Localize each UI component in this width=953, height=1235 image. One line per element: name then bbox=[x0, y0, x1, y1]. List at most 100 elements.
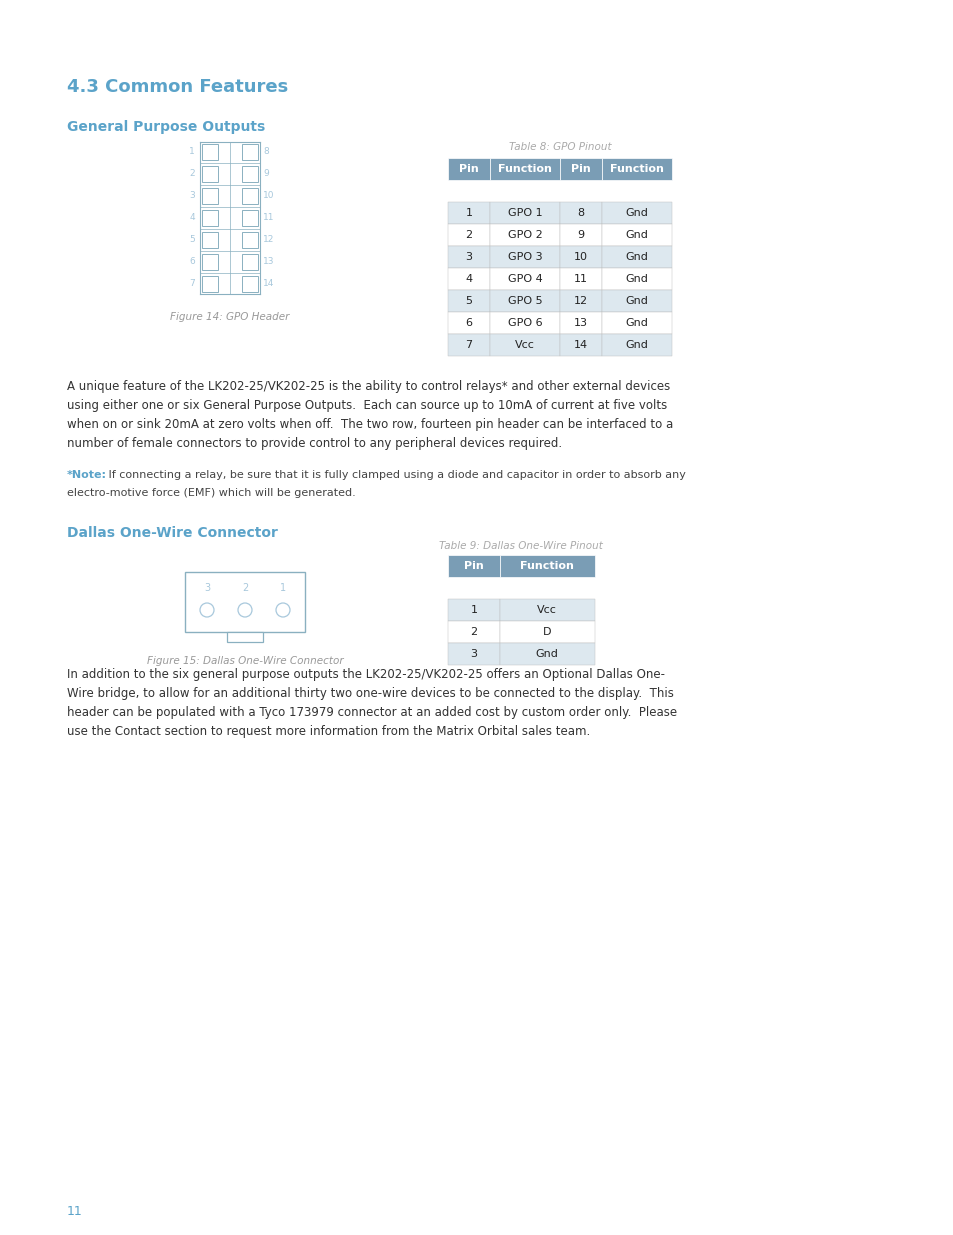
Text: 2: 2 bbox=[190, 169, 194, 179]
Text: 11: 11 bbox=[67, 1205, 83, 1218]
Text: Table 9: Dallas One-Wire Pinout: Table 9: Dallas One-Wire Pinout bbox=[438, 541, 602, 551]
Text: Pin: Pin bbox=[458, 164, 478, 174]
Text: A unique feature of the LK202-25/VK202-25 is the ability to control relays* and : A unique feature of the LK202-25/VK202-2… bbox=[67, 380, 670, 393]
Text: 6: 6 bbox=[189, 258, 194, 267]
Bar bbox=[448, 246, 490, 268]
Text: using either one or six General Purpose Outputs.  Each can source up to 10mA of : using either one or six General Purpose … bbox=[67, 399, 666, 412]
Text: Pin: Pin bbox=[464, 561, 483, 571]
Text: 1: 1 bbox=[279, 583, 286, 593]
Bar bbox=[601, 333, 671, 356]
Text: 11: 11 bbox=[263, 214, 274, 222]
Text: Vcc: Vcc bbox=[537, 605, 557, 615]
Bar bbox=[490, 333, 559, 356]
Bar bbox=[490, 203, 559, 224]
Text: Function: Function bbox=[519, 561, 574, 571]
Text: Function: Function bbox=[497, 164, 552, 174]
Text: Figure 15: Dallas One-Wire Connector: Figure 15: Dallas One-Wire Connector bbox=[147, 656, 343, 666]
Text: 5: 5 bbox=[465, 296, 472, 306]
Bar bbox=[242, 210, 257, 226]
Text: Table 8: GPO Pinout: Table 8: GPO Pinout bbox=[508, 142, 611, 152]
Text: 13: 13 bbox=[574, 317, 587, 329]
Bar bbox=[202, 144, 218, 161]
Bar bbox=[490, 290, 559, 312]
Bar bbox=[242, 232, 257, 248]
Text: GPO 4: GPO 4 bbox=[507, 274, 542, 284]
Text: Pin: Pin bbox=[571, 164, 590, 174]
Bar bbox=[601, 290, 671, 312]
Bar bbox=[448, 268, 490, 290]
Text: In addition to the six general purpose outputs the LK202-25/VK202-25 offers an O: In addition to the six general purpose o… bbox=[67, 668, 664, 680]
Text: Gnd: Gnd bbox=[625, 340, 648, 350]
Text: header can be populated with a Tyco 173979 connector at an added cost by custom : header can be populated with a Tyco 1739… bbox=[67, 706, 677, 719]
Text: Gnd: Gnd bbox=[535, 650, 558, 659]
Bar bbox=[227, 632, 263, 642]
Text: 3: 3 bbox=[204, 583, 210, 593]
Text: 9: 9 bbox=[263, 169, 269, 179]
Bar bbox=[559, 333, 601, 356]
Bar bbox=[499, 555, 595, 577]
Bar bbox=[185, 572, 305, 632]
Text: GPO 5: GPO 5 bbox=[507, 296, 541, 306]
Text: 1: 1 bbox=[470, 605, 477, 615]
Bar bbox=[242, 275, 257, 291]
Text: *Note:: *Note: bbox=[67, 471, 107, 480]
Bar bbox=[448, 643, 499, 664]
Text: 2: 2 bbox=[465, 230, 472, 240]
Text: 14: 14 bbox=[574, 340, 587, 350]
Bar bbox=[202, 232, 218, 248]
Text: 8: 8 bbox=[577, 207, 584, 219]
Text: 1: 1 bbox=[189, 147, 194, 157]
Text: 11: 11 bbox=[574, 274, 587, 284]
Text: 6: 6 bbox=[465, 317, 472, 329]
Text: 12: 12 bbox=[263, 236, 274, 245]
Bar bbox=[601, 203, 671, 224]
Bar bbox=[448, 555, 499, 577]
Text: 2: 2 bbox=[242, 583, 248, 593]
Bar bbox=[242, 144, 257, 161]
Text: 1: 1 bbox=[465, 207, 472, 219]
Text: 3: 3 bbox=[189, 191, 194, 200]
Bar bbox=[559, 312, 601, 333]
Bar bbox=[448, 158, 490, 180]
Text: GPO 3: GPO 3 bbox=[507, 252, 541, 262]
Bar bbox=[490, 158, 559, 180]
Bar bbox=[499, 621, 595, 643]
Bar bbox=[202, 165, 218, 182]
Bar bbox=[490, 246, 559, 268]
Text: 9: 9 bbox=[577, 230, 584, 240]
Text: number of female connectors to provide control to any peripheral devices require: number of female connectors to provide c… bbox=[67, 437, 561, 450]
Text: use the Contact section to request more information from the Matrix Orbital sale: use the Contact section to request more … bbox=[67, 725, 590, 739]
Text: 5: 5 bbox=[189, 236, 194, 245]
Text: when on or sink 20mA at zero volts when off.  The two row, fourteen pin header c: when on or sink 20mA at zero volts when … bbox=[67, 417, 673, 431]
Bar bbox=[559, 203, 601, 224]
Bar bbox=[601, 224, 671, 246]
Text: 4: 4 bbox=[190, 214, 194, 222]
Bar bbox=[202, 254, 218, 270]
Text: 14: 14 bbox=[263, 279, 274, 289]
Text: Dallas One-Wire Connector: Dallas One-Wire Connector bbox=[67, 526, 277, 540]
Text: 3: 3 bbox=[465, 252, 472, 262]
Bar bbox=[559, 246, 601, 268]
Text: 8: 8 bbox=[263, 147, 269, 157]
Bar bbox=[559, 158, 601, 180]
Bar bbox=[601, 268, 671, 290]
Bar bbox=[559, 224, 601, 246]
Text: 10: 10 bbox=[574, 252, 587, 262]
Bar bbox=[448, 203, 490, 224]
Text: 13: 13 bbox=[263, 258, 274, 267]
Bar bbox=[559, 290, 601, 312]
Text: GPO 2: GPO 2 bbox=[507, 230, 542, 240]
Bar bbox=[448, 599, 499, 621]
Bar bbox=[448, 621, 499, 643]
Bar bbox=[601, 246, 671, 268]
Text: 7: 7 bbox=[189, 279, 194, 289]
Bar bbox=[242, 165, 257, 182]
Bar bbox=[202, 188, 218, 204]
Bar bbox=[601, 312, 671, 333]
Bar bbox=[448, 312, 490, 333]
Bar bbox=[242, 188, 257, 204]
Text: Gnd: Gnd bbox=[625, 230, 648, 240]
Text: Function: Function bbox=[609, 164, 663, 174]
Bar bbox=[490, 312, 559, 333]
Text: Gnd: Gnd bbox=[625, 296, 648, 306]
